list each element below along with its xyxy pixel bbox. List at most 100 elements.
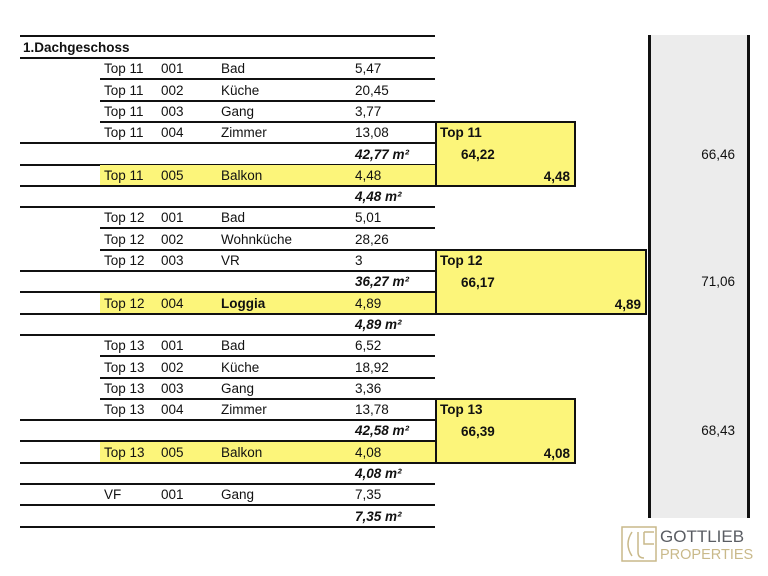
unit-label: Top 12 — [440, 253, 483, 268]
divider — [100, 397, 435, 400]
svg-text:GOTTLIEB: GOTTLIEB — [660, 527, 744, 546]
room-name: Gang — [221, 103, 255, 119]
unit-label: Top 12 — [104, 210, 145, 226]
outdoor-area: 4,89 — [614, 296, 641, 312]
subtotal-row: 7,35 m² — [20, 506, 435, 528]
unit-summary-box: Top 12 66,17 4,89 — [435, 249, 647, 315]
top-rule — [20, 35, 435, 37]
divider — [20, 525, 435, 528]
room-area: 4,08 — [355, 444, 382, 460]
unit-label: Top 11 — [440, 125, 482, 141]
room-number: 002 — [161, 359, 184, 375]
room-area: 18,92 — [355, 359, 389, 375]
divider — [20, 184, 435, 187]
room-row: Top 13 004 Zimmer 13,78 — [20, 399, 435, 422]
subtotal-row: 4,08 m² — [20, 463, 435, 485]
divider — [20, 312, 435, 315]
room-area: 5,01 — [355, 210, 382, 226]
room-name: Wohnküche — [221, 231, 293, 247]
unit-label: Top 11 — [104, 103, 144, 119]
unit-label: Top 12 — [104, 295, 145, 311]
divider — [20, 461, 435, 464]
unit-label: Top 12 — [104, 253, 145, 268]
unit-label: VF — [104, 487, 122, 503]
room-number: 003 — [161, 103, 184, 119]
divider — [20, 333, 435, 336]
living-area: 66,17 — [461, 275, 495, 290]
room-number: 005 — [161, 444, 184, 460]
subtotal-value: 4,08 m² — [355, 466, 402, 481]
unit-label: Top 11 — [104, 82, 144, 98]
room-area: 28,26 — [355, 231, 389, 247]
divider — [20, 440, 435, 443]
room-name: Küche — [221, 82, 260, 98]
room-name: Bad — [221, 61, 246, 77]
room-row: Top 11 002 Küche 20,45 — [20, 80, 435, 102]
room-row: Top 11 004 Zimmer 13,08 — [20, 122, 435, 145]
divider — [100, 227, 435, 230]
divider — [100, 376, 435, 379]
room-name: Bad — [221, 338, 246, 354]
room-name: VR — [221, 253, 240, 268]
room-number: 004 — [161, 295, 184, 311]
unit-summary-box: Top 11 64,22 4,48 — [435, 121, 576, 188]
room-name: Küche — [221, 359, 260, 375]
subtotal-value: 42,77 m² — [355, 146, 410, 162]
unit-label: Top 13 — [104, 380, 145, 396]
highlight — [100, 164, 435, 186]
outdoor-room-row: Top 12 004 Loggia 4,89 — [20, 292, 435, 315]
unit-total-area: 71,06 — [701, 274, 735, 290]
room-row: Top 11 001 Bad 5,47 — [20, 58, 435, 81]
room-row: Top 12 002 Wohnküche 28,26 — [20, 229, 435, 251]
room-area: 13,08 — [355, 125, 389, 141]
room-name: Gang — [221, 380, 255, 396]
room-number: 004 — [161, 125, 184, 141]
room-area: 3 — [355, 253, 363, 268]
divider — [20, 291, 435, 294]
outdoor-area: 4,48 — [543, 169, 570, 185]
subtotal-row: 36,27 m² — [20, 271, 435, 294]
room-area: 3,77 — [355, 103, 382, 119]
room-row: Top 13 003 Gang 3,36 — [20, 378, 435, 400]
room-row: Top 12 001 Bad 5,01 — [20, 207, 435, 230]
unit-label: Top 13 — [104, 444, 145, 460]
room-name: Zimmer — [221, 125, 267, 141]
divider — [20, 270, 435, 272]
room-area: 4,48 — [355, 167, 382, 183]
unit-label: Top 11 — [104, 167, 144, 183]
highlight — [100, 292, 435, 314]
living-area: 64,22 — [461, 147, 495, 163]
room-area: 20,45 — [355, 82, 389, 98]
room-number: 002 — [161, 82, 184, 98]
room-area: 3,36 — [355, 380, 382, 396]
living-area: 66,39 — [461, 424, 495, 440]
room-number: 002 — [161, 231, 184, 247]
room-number: 003 — [161, 380, 184, 396]
divider — [100, 248, 435, 251]
unit-total-area: 66,46 — [701, 146, 735, 162]
svg-text:PROPERTIES: PROPERTIES — [660, 547, 753, 563]
room-area: 5,47 — [355, 61, 382, 77]
gottlieb-properties-logo: GOTTLIEB PROPERTIES — [621, 526, 753, 563]
subtotal-value: 7,35 m² — [355, 508, 402, 524]
room-area: 13,78 — [355, 402, 389, 418]
room-area: 4,89 — [355, 295, 382, 311]
unit-label: Top 13 — [104, 402, 145, 418]
section-title: 1.Dachgeschoss — [23, 40, 130, 55]
room-name: Gang — [221, 487, 255, 503]
outdoor-area: 4,08 — [543, 445, 570, 461]
divider — [100, 78, 435, 81]
subtotal-value: 4,48 m² — [355, 189, 402, 205]
room-row: VF 001 Gang 7,35 — [20, 484, 435, 507]
unit-summary-box: Top 13 66,39 4,08 — [435, 398, 576, 464]
unit-label: Top 13 — [104, 338, 145, 354]
room-number: 004 — [161, 402, 184, 418]
total-column: 66,46 71,06 68,43 — [648, 35, 750, 518]
room-area: 6,52 — [355, 338, 382, 354]
divider — [20, 163, 435, 166]
divider — [100, 355, 435, 358]
room-number: 001 — [161, 61, 184, 77]
highlight — [100, 441, 435, 463]
divider — [20, 206, 435, 209]
subtotal-row: 4,48 m² — [20, 186, 435, 209]
